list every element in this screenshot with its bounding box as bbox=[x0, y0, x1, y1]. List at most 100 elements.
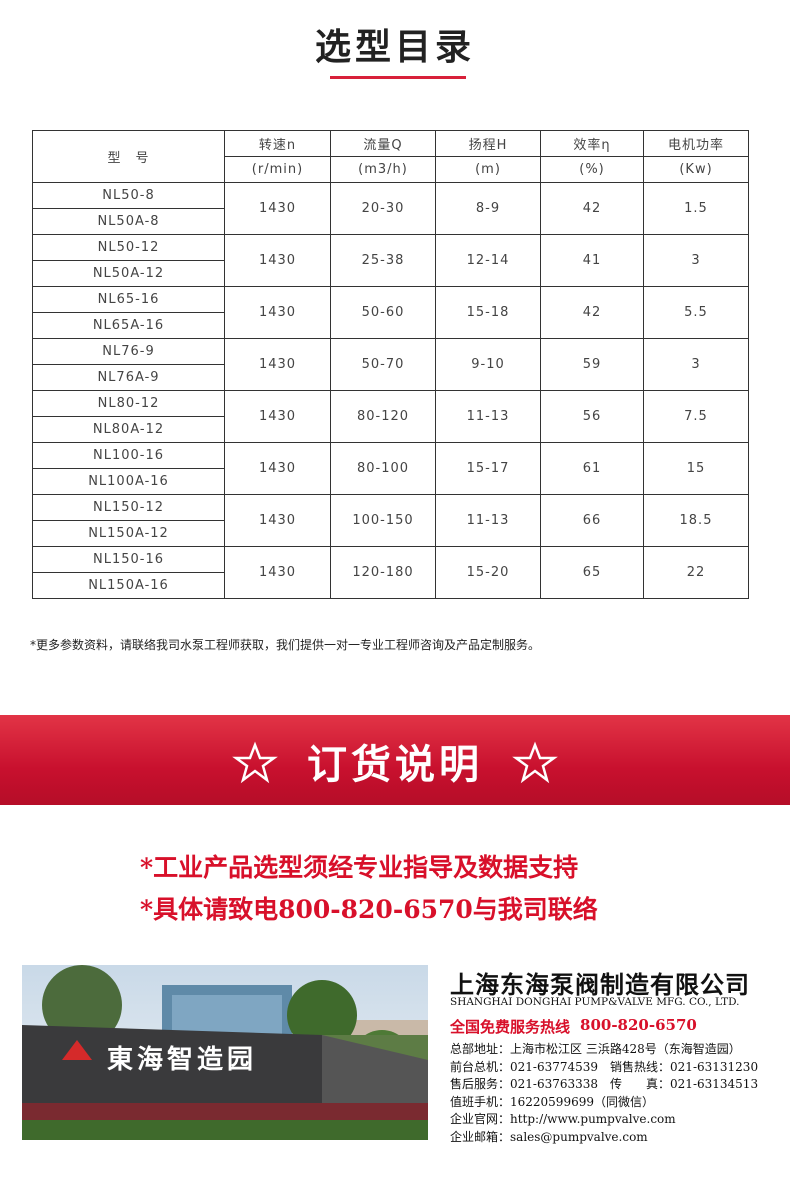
contact-line: 售后服务：021-63763338 传 真：021-63134513 bbox=[450, 1077, 759, 1091]
value-cell: 1430 bbox=[224, 338, 331, 391]
model-cell: NL100A-16 bbox=[32, 468, 225, 495]
value-cell: 12-14 bbox=[435, 234, 541, 287]
value-cell: 1430 bbox=[224, 390, 331, 443]
value-cell: 80-120 bbox=[330, 390, 436, 443]
header-cell: 扬程H bbox=[435, 130, 541, 157]
value-cell: 9-10 bbox=[435, 338, 541, 391]
data-row: NL80-12 1430 80-120 11-13 56 7.5 bbox=[32, 390, 749, 443]
company-name: 上海东海泵阀制造有限公司 bbox=[450, 971, 750, 999]
data-row: NL100A-16 bbox=[32, 468, 749, 495]
model-cell: NL65A-16 bbox=[32, 312, 225, 339]
spec-table: 型 号转速n 流量Q 扬程H 效率η 电机功率 (r/min) (m3/h) (m) (%) (K… bbox=[32, 130, 749, 599]
page-title: 选型目录 bbox=[314, 27, 475, 68]
model-cell: NL76-9 bbox=[32, 338, 225, 365]
value-cell: 1430 bbox=[224, 286, 331, 339]
hotline-label: 全国免费服务热线 bbox=[450, 1018, 571, 1036]
value-cell: 1430 bbox=[224, 442, 331, 495]
value-cell: 3 bbox=[643, 338, 749, 391]
unit-row: (r/min) (m3/h) (m) (%) (Kw) bbox=[33, 156, 749, 183]
contact-line: 企业官网：http://www.pumpvalve.com bbox=[450, 1112, 676, 1126]
value-cell: 1.5 bbox=[643, 182, 749, 235]
value-cell: 20-30 bbox=[330, 182, 436, 235]
order-title: 订货说明 bbox=[307, 742, 483, 788]
unit-cell: (r/min) bbox=[224, 156, 331, 183]
model-cell: NL50-8 bbox=[32, 182, 225, 209]
value-cell: 1430 bbox=[224, 546, 331, 599]
unit-cell: (m) bbox=[435, 156, 541, 183]
header-cell: 效率η bbox=[540, 130, 644, 157]
value-cell: 15-17 bbox=[435, 442, 541, 495]
model-cell: NL150A-16 bbox=[32, 572, 225, 599]
value-cell: 25-38 bbox=[330, 234, 436, 287]
header-cell: 流量Q bbox=[330, 130, 436, 157]
value-cell: 3 bbox=[643, 234, 749, 287]
value-cell: 11-13 bbox=[435, 390, 541, 443]
data-row: NL76A-9 bbox=[32, 364, 749, 391]
value-cell: 65 bbox=[540, 546, 644, 599]
model-cell: NL50A-12 bbox=[32, 260, 225, 287]
unit-cell: (%) bbox=[540, 156, 644, 183]
data-row: NL65A-16 bbox=[32, 312, 749, 339]
banner-stars bbox=[232, 741, 558, 784]
value-cell: 15 bbox=[643, 442, 749, 495]
value-cell: 11-13 bbox=[435, 494, 541, 547]
value-cell: 1430 bbox=[224, 234, 331, 287]
value-cell: 1430 bbox=[224, 494, 331, 547]
unit-cell: (m3/h) bbox=[330, 156, 436, 183]
data-row: NL50A-8 bbox=[32, 208, 749, 235]
value-cell: 42 bbox=[540, 286, 644, 339]
data-row: NL50A-12 bbox=[32, 260, 749, 287]
model-cell: NL65-16 bbox=[32, 286, 225, 313]
value-cell: 1430 bbox=[224, 182, 331, 235]
data-row: NL50-8 1430 20-30 8-9 42 1.5 bbox=[32, 182, 749, 235]
contact-line: 总部地址：上海市松江区 三浜路428号（东海智造园） bbox=[450, 1042, 741, 1056]
unit-cell: (Kw) bbox=[643, 156, 749, 183]
model-cell: NL80A-12 bbox=[32, 416, 225, 443]
note: *更多参数资料，请联络我司水泵工程师获取，我们提供一对一专业工程师咨询及产品定制… bbox=[30, 638, 541, 652]
value-cell: 15-18 bbox=[435, 286, 541, 339]
company-photo: 東海智造园 bbox=[22, 965, 428, 1140]
value-cell: 7.5 bbox=[643, 390, 749, 443]
data-row: NL150A-12 bbox=[32, 520, 749, 547]
value-cell: 56 bbox=[540, 390, 644, 443]
value-cell: 42 bbox=[540, 182, 644, 235]
header-cell: 转速n bbox=[224, 130, 331, 157]
data-row: NL100-16 1430 80-100 15-17 61 15 bbox=[32, 442, 749, 495]
company-name-en: SHANGHAI DONGHAI PUMP&VALVE MFG. CO., LT… bbox=[450, 996, 740, 1008]
data-row: NL80A-12 bbox=[32, 416, 749, 443]
data-row: NL150-16 1430 120-180 15-20 65 22 bbox=[32, 546, 749, 599]
order-line: *工业产品选型须经专业指导及数据支持 bbox=[140, 853, 579, 882]
header-row: 型 号转速n 流量Q 扬程H 效率η 电机功率 bbox=[32, 130, 749, 183]
value-cell: 5.5 bbox=[643, 286, 749, 339]
order-line: *具体请致电800-820-6570与我司联络 bbox=[140, 895, 598, 924]
data-row: NL50-12 1430 25-38 12-14 41 3 bbox=[32, 234, 749, 287]
value-cell: 50-70 bbox=[330, 338, 436, 391]
value-cell: 15-20 bbox=[435, 546, 541, 599]
data-row: NL150A-16 bbox=[32, 572, 749, 599]
order-banner bbox=[0, 715, 790, 805]
value-cell: 61 bbox=[540, 442, 644, 495]
value-cell: 22 bbox=[643, 546, 749, 599]
data-row: NL76-9 1430 50-70 9-10 59 3 bbox=[32, 338, 749, 391]
contact-line: 前台总机：021-63774539 销售热线：021-63131230 bbox=[450, 1059, 759, 1074]
model-cell: NL150-12 bbox=[32, 494, 225, 521]
model-cell: NL150-16 bbox=[32, 546, 225, 573]
contact-line: 企业邮箱：sales@pumpvalve.com bbox=[450, 1129, 648, 1144]
hotline: 全国免费服务热线 800-820-6570 bbox=[450, 1016, 697, 1037]
hotline-number: 800-820-6570 bbox=[580, 1016, 697, 1034]
model-cell: NL100-16 bbox=[32, 442, 225, 469]
value-cell: 66 bbox=[540, 494, 644, 547]
value-cell: 50-60 bbox=[330, 286, 436, 339]
value-cell: 59 bbox=[540, 338, 644, 391]
data-row: NL65-16 1430 50-60 15-18 42 5.5 bbox=[32, 286, 749, 339]
value-cell: 8-9 bbox=[435, 182, 541, 235]
model-cell: NL50-12 bbox=[32, 234, 225, 261]
value-cell: 41 bbox=[540, 234, 644, 287]
data-row: NL150-12 1430 100-150 11-13 66 18.5 bbox=[32, 494, 749, 547]
header-cell: 电机功率 bbox=[643, 130, 749, 157]
value-cell: 120-180 bbox=[330, 546, 436, 599]
model-cell: NL76A-9 bbox=[32, 364, 225, 391]
model-cell: NL150A-12 bbox=[32, 520, 225, 547]
title-underline bbox=[330, 76, 466, 79]
